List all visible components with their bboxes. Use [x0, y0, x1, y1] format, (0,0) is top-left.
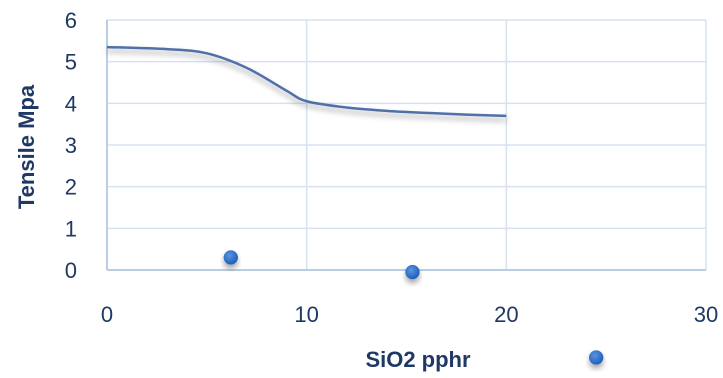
x-tick-label: 0 [101, 302, 113, 327]
data-point-marker [405, 264, 420, 280]
y-tick-label: 5 [65, 50, 77, 75]
data-markers [223, 250, 604, 365]
series-lines [106, 45, 507, 118]
x-tick-label: 20 [494, 302, 518, 327]
y-tick-label: 2 [65, 175, 77, 200]
data-point-marker [223, 250, 239, 265]
grid-lines [107, 19, 707, 270]
x-tick-label: 30 [694, 302, 718, 327]
y-tick-label: 6 [65, 8, 77, 33]
y-tick-label: 1 [65, 216, 77, 241]
y-axis-title: Tensile Mpa [14, 84, 39, 209]
data-point-marker [588, 350, 604, 365]
series-line [106, 45, 507, 118]
y-tick-labels: 0 1 2 3 4 5 6 [65, 8, 77, 283]
x-tick-label: 10 [294, 302, 318, 327]
x-tick-labels: 0 10 20 30 [101, 302, 718, 327]
y-tick-label: 0 [65, 258, 77, 283]
y-tick-label: 3 [65, 133, 77, 158]
x-axis-title: SiO2 pphr [365, 347, 471, 372]
y-tick-label: 4 [65, 91, 77, 116]
